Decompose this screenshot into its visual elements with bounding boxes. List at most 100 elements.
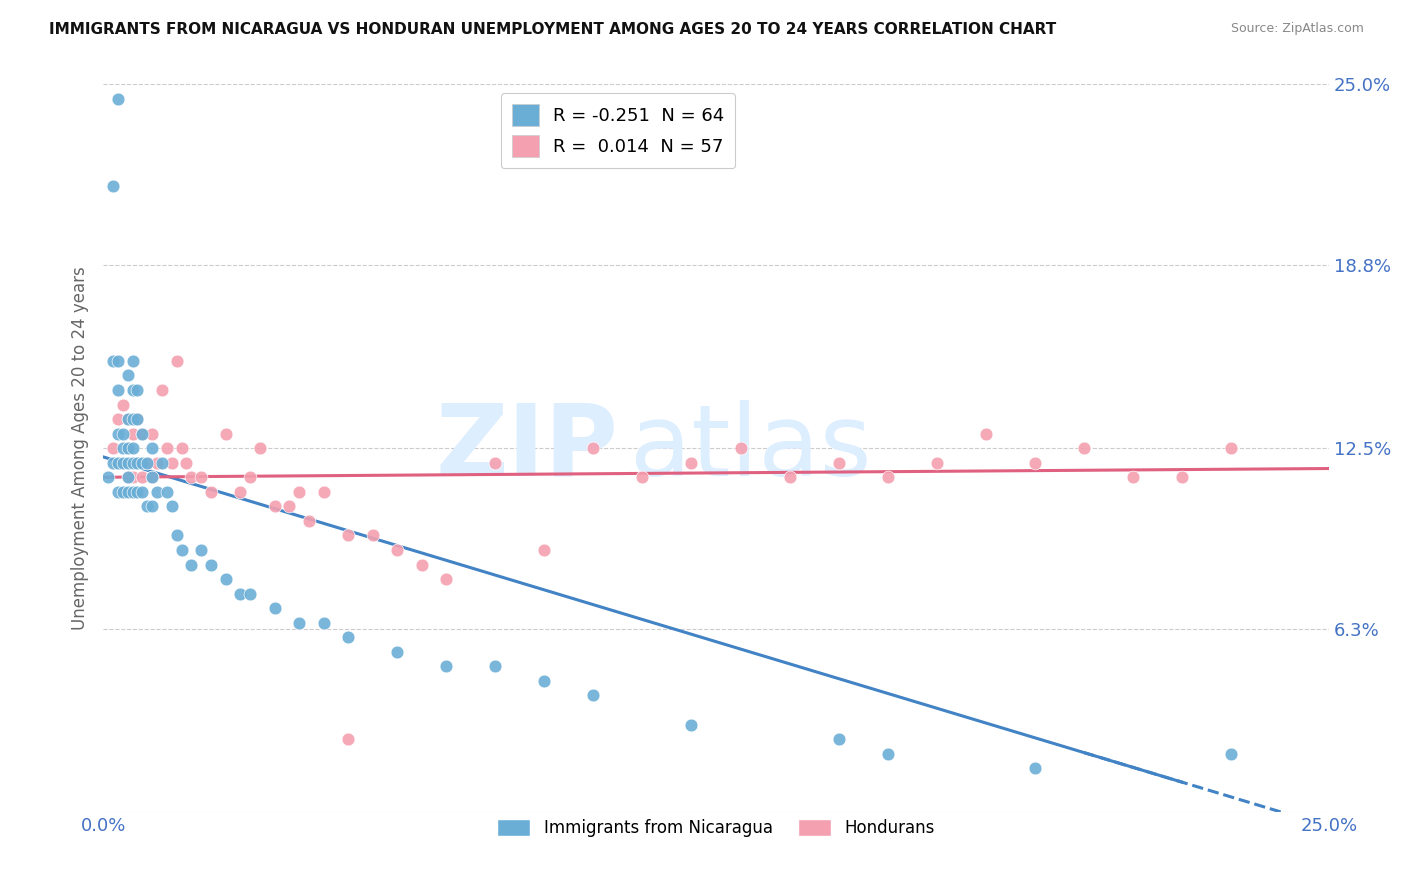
Point [215,572,238,586]
Legend: Immigrants from Nicaragua, Hondurans: Immigrants from Nicaragua, Hondurans [491,812,942,844]
Point [127,412,149,426]
Point [121,354,143,368]
Point [141,441,163,455]
Point [136,500,159,514]
Point [337,630,360,644]
Point [200,484,222,499]
Point [160,500,183,514]
Point [127,456,149,470]
Point [681,717,703,731]
Point [131,470,153,484]
Point [925,456,948,470]
Point [1171,470,1194,484]
Point [107,456,129,470]
Point [229,587,252,601]
Point [131,484,153,499]
Point [229,484,252,499]
Point [150,456,173,470]
Point [827,732,849,747]
Point [312,484,335,499]
Point [239,470,262,484]
Point [121,456,143,470]
Point [239,587,262,601]
Point [101,354,124,368]
Point [582,441,605,455]
Point [190,543,212,558]
Point [484,456,506,470]
Point [434,572,457,586]
Point [121,484,143,499]
Point [150,383,173,397]
Point [974,426,997,441]
Point [681,456,703,470]
Point [1073,441,1095,455]
Point [117,412,139,426]
Point [263,500,285,514]
Point [876,470,898,484]
Point [156,441,179,455]
Point [180,558,202,572]
Point [337,732,360,747]
Point [121,412,143,426]
Point [131,426,153,441]
Point [215,426,238,441]
Point [141,470,163,484]
Point [827,456,849,470]
Point [111,397,134,411]
Point [288,615,311,630]
Point [631,470,654,484]
Point [136,456,159,470]
Point [1219,747,1241,761]
Point [337,528,360,542]
Point [582,689,605,703]
Point [111,484,134,499]
Point [111,456,134,470]
Point [111,441,134,455]
Point [101,179,124,194]
Point [121,426,143,441]
Point [111,426,134,441]
Point [127,484,149,499]
Point [249,441,271,455]
Point [131,456,153,470]
Point [156,484,179,499]
Point [136,456,159,470]
Point [278,500,301,514]
Point [200,558,222,572]
Point [121,383,143,397]
Point [146,456,169,470]
Point [107,456,129,470]
Text: ZIP: ZIP [434,400,619,497]
Point [107,426,129,441]
Point [312,615,335,630]
Point [288,484,311,499]
Point [166,528,188,542]
Point [107,354,129,368]
Y-axis label: Unemployment Among Ages 20 to 24 years: Unemployment Among Ages 20 to 24 years [72,267,89,630]
Point [484,659,506,673]
Point [127,383,149,397]
Point [263,601,285,615]
Point [730,441,752,455]
Point [1219,441,1241,455]
Point [533,673,555,688]
Point [107,92,129,106]
Point [411,558,433,572]
Point [176,456,198,470]
Point [107,383,129,397]
Point [1122,470,1144,484]
Point [298,514,321,528]
Point [166,354,188,368]
Point [117,441,139,455]
Text: Source: ZipAtlas.com: Source: ZipAtlas.com [1230,22,1364,36]
Point [434,659,457,673]
Point [180,470,202,484]
Point [127,412,149,426]
Point [160,456,183,470]
Point [97,470,120,484]
Point [533,543,555,558]
Point [121,470,143,484]
Point [117,456,139,470]
Point [141,470,163,484]
Point [876,747,898,761]
